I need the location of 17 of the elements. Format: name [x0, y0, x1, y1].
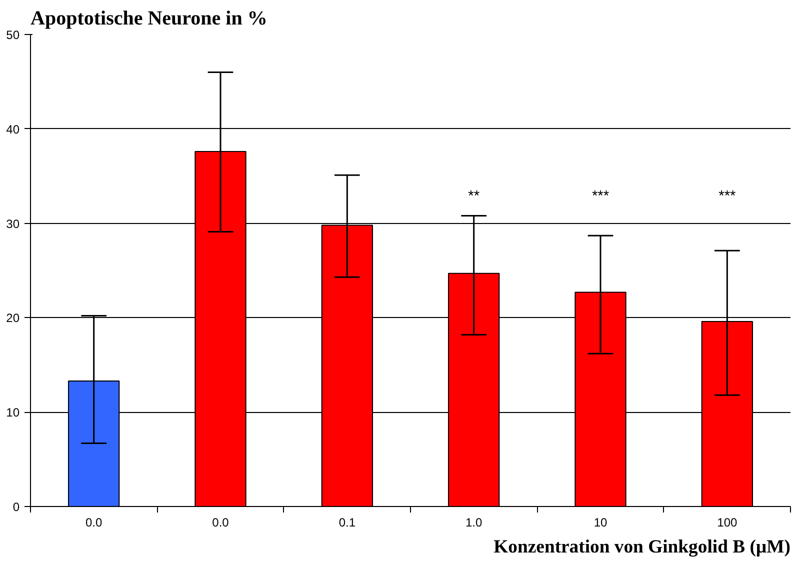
x-tick-label: 0.0: [85, 516, 102, 530]
x-tick-label: 0.0: [212, 516, 230, 530]
annotation: ***: [592, 188, 610, 204]
x-tick-label: 10: [594, 516, 608, 530]
annotation: ***: [718, 188, 736, 204]
y-tick-label: 30: [6, 216, 20, 231]
chart-title: Apoptotische Neurone in %: [30, 8, 268, 30]
x-tick-label: 0.1: [338, 516, 356, 530]
y-tick-label: 0: [12, 500, 20, 514]
x-tick-label: 1.0: [465, 516, 482, 530]
y-tick-label: 40: [6, 122, 20, 136]
x-tick-label: 100: [717, 516, 738, 530]
x-axis-title: Konzentration von Ginkgolid B (µM): [494, 536, 791, 558]
y-tick-label: 10: [6, 406, 20, 420]
y-tick-label: 20: [6, 311, 20, 326]
annotation: **: [468, 188, 480, 204]
y-tick-label: 50: [6, 28, 20, 42]
